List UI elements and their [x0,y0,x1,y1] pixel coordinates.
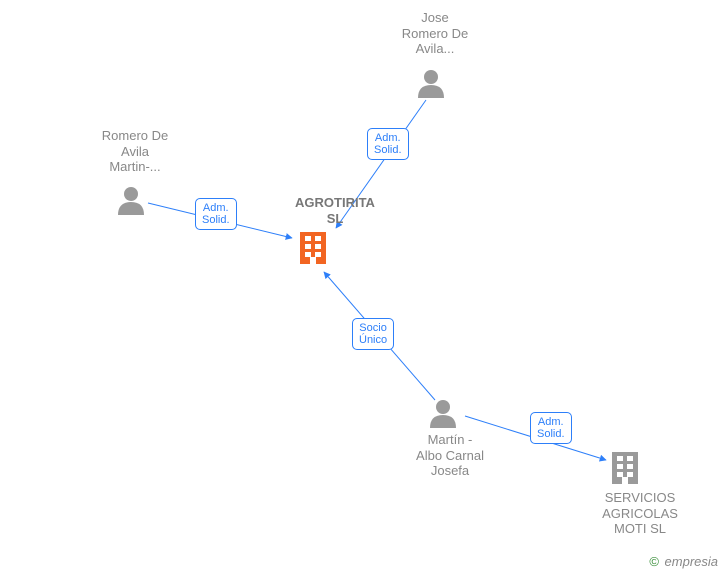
diagram-canvas [0,0,728,575]
footer-watermark: © empresia [649,554,718,569]
center-node-label: AGROTIRITA SL [280,195,390,226]
edge-label: Adm. Solid. [367,128,409,160]
edge-label: Socio Único [352,318,394,350]
building-icon [612,452,638,484]
person-icon [430,400,456,428]
person-icon [418,70,444,98]
node-label: Jose Romero De Avila... [380,10,490,57]
node-label: Romero De Avila Martin-... [80,128,190,175]
node-label: Martín - Albo Carnal Josefa [395,432,505,479]
edge-label: Adm. Solid. [195,198,237,230]
person-icon [118,187,144,215]
edge-label: Adm. Solid. [530,412,572,444]
building-icon [300,232,326,264]
node-label: SERVICIOS AGRICOLAS MOTI SL [580,490,700,537]
copyright-symbol: © [649,554,659,569]
brand-name: empresia [665,554,718,569]
